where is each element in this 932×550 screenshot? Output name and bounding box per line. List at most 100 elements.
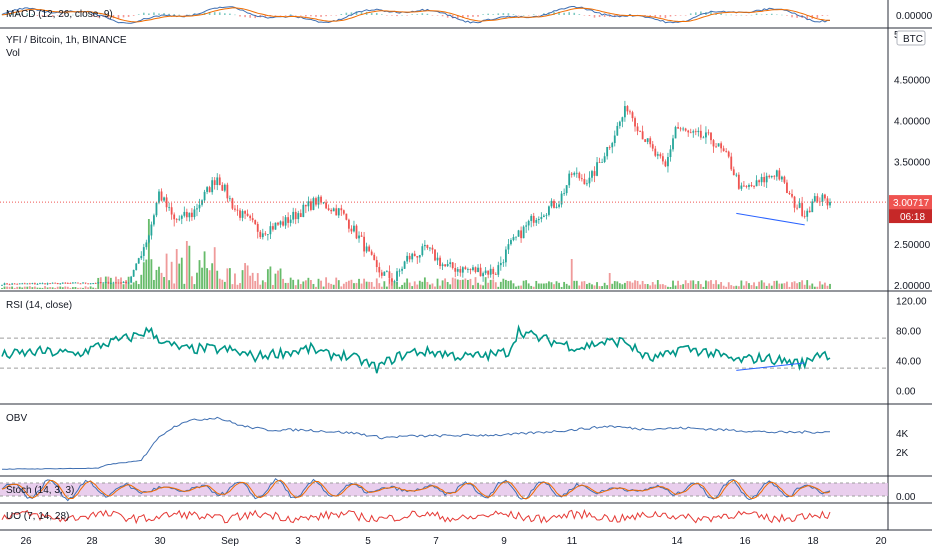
obv-line [1, 416, 831, 470]
candle-body [1, 284, 3, 286]
volume-bar [669, 286, 672, 289]
volume-bar [244, 263, 246, 289]
macd-histogram-bar [158, 13, 160, 15]
candle-body [780, 176, 783, 180]
candle-body [408, 255, 411, 260]
macd-histogram-bar [608, 15, 611, 17]
candle-body [542, 215, 545, 218]
macd-signal-line [1, 7, 830, 23]
macd-histogram-bar [684, 15, 687, 16]
volume-bar [92, 287, 95, 289]
time-axis[interactable]: 26 28 30 Sep 3 5 7 9 11 14 16 18 20 [20, 536, 887, 547]
volume-bar [94, 287, 97, 289]
volume-bar [778, 283, 781, 289]
volume-bar [208, 270, 211, 289]
candle-body [269, 226, 272, 235]
candle-body [183, 211, 186, 216]
candle-body [112, 282, 115, 284]
volume-bar [649, 285, 652, 289]
rsi-axis-ticks: 0.00 40.00 80.00 120.00 [896, 297, 927, 398]
candle-body [350, 228, 353, 232]
volume-bar [373, 286, 376, 289]
volume-bar [760, 280, 763, 289]
candle-body [530, 215, 533, 221]
volume-bar [613, 281, 616, 289]
candle-body [446, 264, 449, 267]
volume-bar [163, 277, 165, 289]
candle-body [102, 282, 105, 284]
candle-body [109, 283, 112, 284]
obv-pane[interactable]: OBV 2K 4K [1, 413, 909, 470]
macd-pane[interactable]: MACD (12, 26, close, 9) 0.00000 [1, 6, 932, 24]
macd-histogram-bar [173, 14, 175, 15]
volume-bar [342, 283, 345, 289]
volume-bar [740, 280, 743, 289]
candle-body [429, 247, 431, 249]
volume-bar [758, 281, 761, 289]
volume-bar [515, 286, 517, 289]
candle-body [246, 213, 249, 216]
candle-body [598, 162, 601, 164]
volume-bar [461, 279, 464, 289]
volume-bar [535, 280, 538, 289]
macd-histogram-bar [234, 14, 236, 16]
macd-histogram-bar [659, 15, 662, 18]
candle-body [132, 270, 135, 277]
volume-bar [388, 278, 391, 289]
candle-body [806, 210, 809, 217]
price-pane[interactable]: YFI / Bitcoin, 1h, BINANCE Vol 2.00000 2.… [0, 30, 932, 292]
candle-body [8, 284, 11, 286]
volume-bar [510, 280, 512, 289]
macd-histogram-bar [153, 12, 155, 15]
volume-bar [517, 285, 520, 289]
volume-bar [160, 272, 163, 289]
volume-bar [198, 260, 201, 289]
candle-body [532, 215, 535, 223]
candle-body [783, 176, 786, 183]
stoch-pane[interactable]: Stoch (14, 3, 3) 0.00 [0, 477, 916, 503]
time-tick-label: 30 [154, 536, 166, 547]
macd-histogram-bar [674, 15, 677, 16]
candle-body [256, 223, 259, 232]
candle-body [82, 282, 84, 284]
rsi-pane[interactable]: RSI (14, close) 0.00 40.00 80.00 120.00 [0, 297, 927, 398]
candle-body [345, 213, 348, 220]
volume-bar [340, 286, 343, 289]
macd-histogram-bar [502, 13, 505, 15]
volume-bar [347, 280, 350, 289]
candle-body [646, 138, 649, 142]
volume-bar [66, 286, 69, 289]
volume-bar [532, 286, 535, 289]
candle-body [482, 273, 485, 277]
candle-body [287, 217, 290, 223]
volume-bar [284, 282, 287, 289]
volume-bar [737, 286, 740, 289]
volume-bar [71, 287, 74, 289]
candle-body [629, 111, 631, 113]
macd-histogram-bar [436, 15, 439, 16]
volume-bar [145, 259, 148, 289]
volume-bar [487, 282, 490, 289]
candle-body [342, 210, 345, 214]
candle-body [631, 112, 634, 119]
currency-badge[interactable]: BTC [896, 30, 926, 46]
candle-body [421, 246, 424, 256]
candle-body [750, 185, 753, 187]
macd-histogram-bar [456, 15, 459, 19]
candle-body [163, 197, 165, 201]
candle-body [504, 249, 507, 263]
volume-bar [282, 278, 284, 289]
macd-histogram-bar [598, 15, 601, 18]
macd-histogram-bar [122, 15, 125, 18]
volume-bar [472, 285, 474, 289]
volume-bar [780, 283, 783, 289]
volume-bar [811, 283, 814, 289]
uo-pane[interactable]: UO (7, 14, 28) [1, 508, 831, 525]
volume-bar [824, 282, 826, 289]
candle-body [459, 269, 462, 273]
candle-body [41, 283, 44, 285]
candle-body [689, 132, 692, 134]
macd-histogram-bar [532, 14, 535, 15]
volume-bar [674, 285, 677, 289]
